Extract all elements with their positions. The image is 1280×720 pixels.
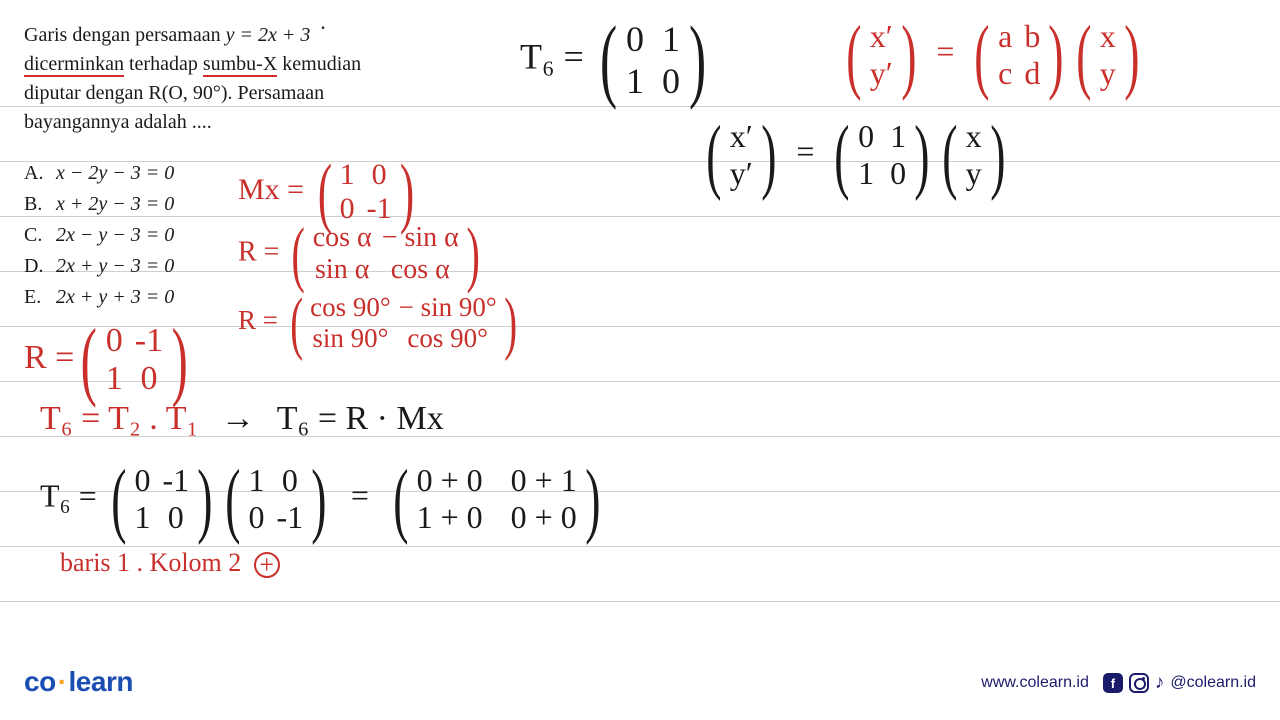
dot-mark: · <box>319 15 326 40</box>
r-numeric-annotation: R = ( 0-1 10 ) <box>24 322 195 398</box>
q-underline-sumbux: sumbu-X <box>203 53 277 77</box>
t6-top-label: T₆ = <box>520 36 584 76</box>
social-icons: f ♪ @colearn.id <box>1103 672 1256 694</box>
mx-annotation: Mx = ( 10 0-1 ) <box>238 158 420 226</box>
transform-generic: ( x′ y′ ) = ( ab cd )( x y ) <box>840 18 1145 92</box>
option-c: C.2x − y − 3 = 0 <box>24 220 174 251</box>
option-d: D.2x + y − 3 = 0 <box>24 251 174 282</box>
facebook-icon: f <box>1103 673 1123 693</box>
t6-multiplication: T₆ = ( 0-1 10 )( 10 0-1 ) = ( 0 + 00 + 1… <box>40 462 606 536</box>
t6-composition-line: T₆ = T₂ . T₁ → T₆ = R · Mx <box>40 400 444 438</box>
t6-top-matrix: ( 01 10 ) <box>593 18 713 102</box>
baris-kolom-note: baris 1 . Kolom 2 + <box>60 548 280 578</box>
q-line1-pre: Garis dengan persamaan <box>24 24 226 46</box>
t6-top-annotation: T₆ = ( 01 10 ) <box>520 18 713 102</box>
footer-right: www.colearn.id f ♪ @colearn.id <box>981 672 1256 694</box>
q-line2-mid: terhadap <box>124 53 203 75</box>
t6-red-part: T₆ = T₂ . T₁ <box>40 400 198 437</box>
option-e: E.2x + y + 3 = 0 <box>24 282 174 313</box>
option-a: A.x − 2y − 3 = 0 <box>24 158 174 189</box>
social-handle: @colearn.id <box>1170 674 1256 692</box>
r-generic-label: R = <box>238 236 279 267</box>
r-numeric-label: R = <box>24 339 74 376</box>
tiktok-icon: ♪ <box>1155 672 1165 694</box>
q-line3: diputar dengan R(O, 90°). Persamaan <box>24 82 324 104</box>
r-generic-matrix: ( cos α− sin α sin αcos α ) <box>286 222 485 286</box>
r-generic-annotation: R = ( cos α− sin α sin αcos α ) <box>238 222 485 286</box>
q-line2-post: kemudian <box>277 53 361 75</box>
question-text: Garis dengan persamaan y = 2x + 3 · dice… <box>24 18 424 137</box>
option-b: B.x + 2y − 3 = 0 <box>24 189 174 220</box>
instagram-icon <box>1129 673 1149 693</box>
plus-circle-icon: + <box>254 552 280 578</box>
q-line4: bayangannya adalah .... <box>24 111 212 133</box>
mx-matrix: ( 10 0-1 ) <box>312 158 420 226</box>
r90-annotation: R = ( cos 90°− sin 90° sin 90°cos 90° ) <box>238 292 522 354</box>
r90-label: R = <box>238 305 278 335</box>
q-underline-dicerminkan: dicerminkan <box>24 53 124 77</box>
t6-mult-label: T₆ = <box>40 477 97 513</box>
mx-label: Mx = <box>238 173 304 206</box>
r90-matrix: ( cos 90°− sin 90° sin 90°cos 90° ) <box>285 292 522 354</box>
logo-dot-icon: · <box>56 666 69 697</box>
footer-url: www.colearn.id <box>981 674 1089 692</box>
t6-black-part: T₆ = R · Mx <box>277 400 444 437</box>
colearn-logo: co·learn <box>24 666 133 698</box>
arrow-icon: → <box>207 400 269 437</box>
r-numeric-matrix: ( 0-1 10 ) <box>74 322 194 398</box>
mc-options: A.x − 2y − 3 = 0 B.x + 2y − 3 = 0 C.2x −… <box>24 158 174 313</box>
transform-numeric: ( x′ y′ ) = ( 01 10 )( x y ) <box>700 118 1011 192</box>
q-line1-eq: y = 2x + 3 <box>226 24 311 46</box>
